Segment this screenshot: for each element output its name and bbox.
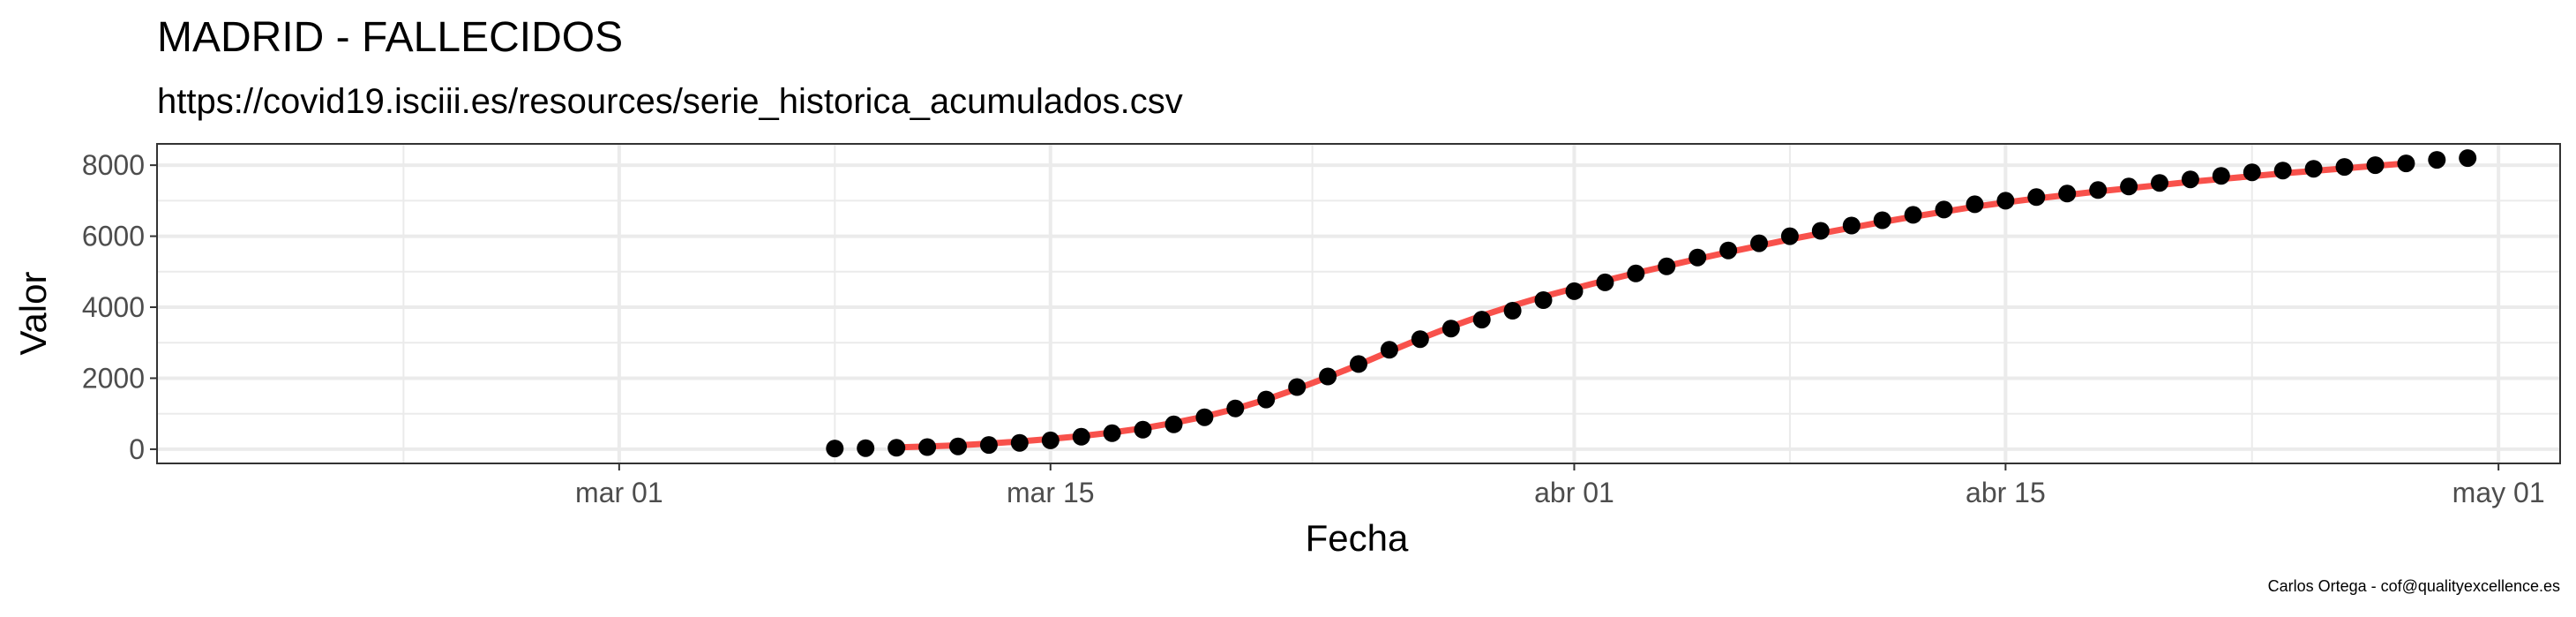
data-point bbox=[826, 440, 844, 458]
data-point bbox=[2212, 167, 2230, 185]
y-tick-label: 2000 bbox=[82, 362, 145, 394]
data-point bbox=[1966, 195, 1984, 214]
grid-minor bbox=[157, 144, 2560, 463]
data-point bbox=[857, 439, 875, 457]
data-point bbox=[1350, 355, 1367, 373]
data-point bbox=[2243, 163, 2261, 182]
data-point bbox=[1472, 311, 1491, 329]
chart-subtitle: https://covid19.isciii.es/resources/seri… bbox=[157, 82, 1183, 121]
data-point bbox=[2459, 149, 2477, 168]
panel-border bbox=[156, 143, 2561, 464]
x-tick-label: abr 01 bbox=[1534, 477, 1614, 508]
data-point bbox=[1750, 234, 1768, 252]
data-point bbox=[1596, 273, 1614, 291]
data-point bbox=[1811, 222, 1830, 240]
data-point bbox=[1319, 367, 1337, 386]
data-point bbox=[1534, 291, 1553, 309]
data-point bbox=[2027, 188, 2046, 207]
data-point bbox=[918, 438, 937, 456]
data-point bbox=[1658, 257, 1676, 275]
fit-layer bbox=[893, 160, 2409, 451]
data-point bbox=[2335, 158, 2354, 177]
y-tick-label: 6000 bbox=[82, 221, 145, 252]
data-point bbox=[1380, 341, 1398, 359]
y-tick-label: 0 bbox=[129, 433, 145, 465]
data-point bbox=[1072, 427, 1090, 446]
chart-title: MADRID - FALLECIDOS bbox=[157, 14, 623, 61]
x-tick-label: abr 15 bbox=[1966, 477, 2046, 508]
data-point bbox=[2428, 151, 2446, 169]
data-point bbox=[1226, 399, 1245, 418]
data-point bbox=[979, 436, 998, 455]
data-point bbox=[1195, 408, 1214, 426]
data-point bbox=[2089, 181, 2108, 199]
data-point bbox=[2151, 174, 2168, 192]
data-point bbox=[887, 439, 906, 457]
y-axis-title: Valor bbox=[12, 272, 54, 356]
fit-line bbox=[893, 160, 2409, 451]
data-point bbox=[1164, 415, 1183, 433]
data-point bbox=[1041, 431, 1060, 449]
y-axis: 0 2000 4000 6000 8000 bbox=[82, 149, 157, 465]
points-layer bbox=[826, 149, 2477, 458]
data-point bbox=[2181, 170, 2199, 189]
data-point bbox=[1689, 248, 1707, 267]
data-point bbox=[1996, 192, 2015, 210]
data-point bbox=[2366, 156, 2385, 175]
data-point bbox=[1503, 302, 1522, 320]
grid-major bbox=[157, 144, 2560, 463]
data-point bbox=[1780, 227, 1799, 245]
x-tick-label: may 01 bbox=[2452, 477, 2545, 508]
x-tick-label: mar 15 bbox=[1007, 477, 1095, 508]
data-point bbox=[1904, 206, 1922, 224]
data-point bbox=[1442, 320, 1460, 338]
x-tick-label: mar 01 bbox=[575, 477, 663, 508]
data-point bbox=[1010, 433, 1029, 452]
data-point bbox=[1873, 211, 1891, 229]
data-point bbox=[1103, 424, 1121, 442]
data-point bbox=[1565, 282, 1584, 300]
data-point bbox=[1288, 378, 1307, 396]
data-point bbox=[2304, 160, 2323, 178]
data-point bbox=[1935, 200, 1953, 219]
data-point bbox=[2120, 177, 2138, 196]
y-tick-label: 4000 bbox=[82, 291, 145, 323]
data-point bbox=[1719, 241, 1738, 260]
chart-caption: Carlos Ortega - cof@qualityexcellence.es bbox=[2268, 577, 2560, 595]
y-tick-label: 8000 bbox=[82, 149, 145, 181]
x-axis-title: Fecha bbox=[1306, 517, 1409, 559]
data-point bbox=[1411, 330, 1429, 349]
data-point bbox=[1842, 216, 1861, 235]
data-point bbox=[2058, 184, 2077, 203]
data-point bbox=[949, 437, 967, 455]
data-point bbox=[2273, 162, 2292, 180]
data-point bbox=[1134, 420, 1152, 439]
data-point bbox=[1257, 390, 1276, 409]
data-point bbox=[1627, 264, 1645, 282]
x-axis: mar 01 mar 15 abr 01 abr 15 may 01 bbox=[575, 463, 2545, 508]
data-point bbox=[2397, 154, 2415, 173]
